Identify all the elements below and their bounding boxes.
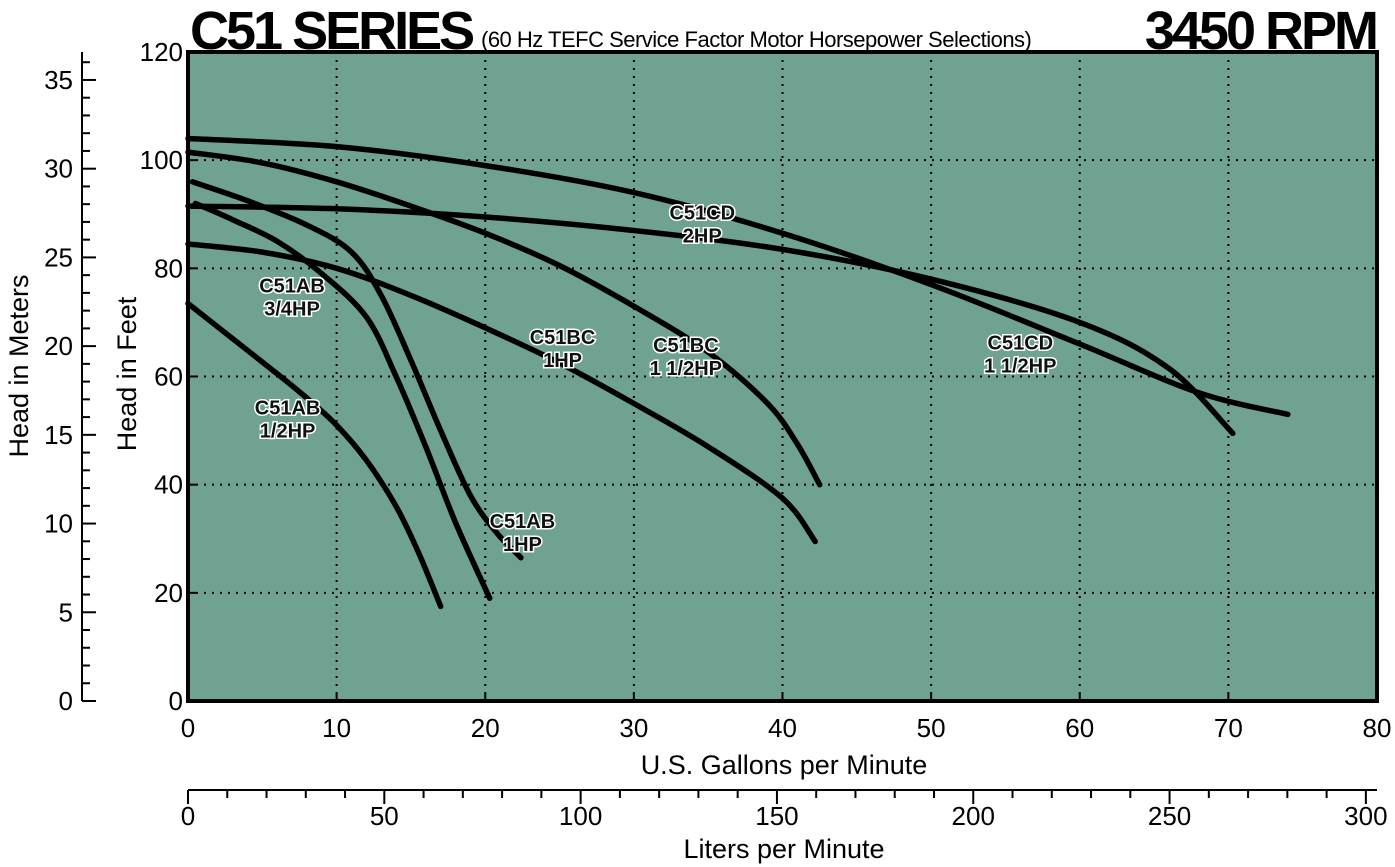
y2-tick-label: 0 (59, 686, 73, 716)
x-axis-title: U.S. Gallons per Minute (641, 750, 928, 780)
y2-tick-label: 35 (44, 65, 73, 95)
y2-tick-label: 10 (44, 509, 73, 539)
pump-curves (185, 135, 1291, 610)
y2-tick-label: 25 (44, 242, 73, 272)
x2-tick-label: 50 (370, 801, 399, 831)
label-c51ab-1hp: C51AB 1HP (490, 511, 556, 556)
y-tick-label: 60 (154, 362, 183, 392)
y2-tick-label: 15 (44, 420, 73, 450)
curve-c51bc-1-1-2hp (185, 149, 823, 488)
x-tick-label: 10 (322, 713, 351, 743)
plot-frame (186, 50, 1379, 703)
label-c51cd-1-1-2hp: C51CD 1 1/2HP (984, 332, 1056, 377)
label-c51ab-3-4hp: C51AB 3/4HP (259, 276, 325, 321)
curve-c51cd-1-1-2hp (185, 203, 1236, 437)
y2-tick-label: 30 (44, 154, 73, 184)
curve-labels: C51AB 1/2HP C51AB 3/4HP C51AB 1HP C51BC 1HP C51B… (253, 201, 1058, 557)
chart-subtitle: (60 Hz TEFC Service Factor Motor Horsepo… (481, 27, 1031, 52)
y-axis-title: Head in Feet (112, 296, 142, 451)
x2-tick-label: 300 (1344, 801, 1387, 831)
x-tick-label: 30 (619, 713, 648, 743)
y2-tick-label: 5 (59, 597, 73, 627)
x-tick-label: 60 (1065, 713, 1094, 743)
curve-c51cd-2hp (185, 135, 1291, 418)
y-tick-label: 0 (169, 686, 183, 716)
x-tick-label: 0 (181, 713, 195, 743)
y-tick-label: 40 (154, 470, 183, 500)
y-tick-label: 120 (140, 37, 183, 67)
x-tick-label: 20 (471, 713, 500, 743)
x-tick-label: 80 (1363, 713, 1392, 743)
x2-tick-label: 200 (952, 801, 995, 831)
x-tick-label: 50 (917, 713, 946, 743)
curve-c51bc-1hp (185, 241, 818, 545)
y-tick-label: 20 (154, 578, 183, 608)
x2-tick-label: 0 (181, 801, 195, 831)
y-tick-label: 100 (140, 145, 183, 175)
y2-tick-label: 20 (44, 331, 73, 361)
x2-tick-label: 100 (559, 801, 602, 831)
x2-tick-label: 250 (1148, 801, 1191, 831)
curve-c51ab-1hp (189, 179, 524, 561)
label-c51cd-2hp: C51CD 2HP (669, 203, 735, 248)
y2-axis-title: Head in Meters (4, 274, 34, 457)
curve-c51ab-1-2hp (185, 300, 444, 610)
label-c51bc-1-1-2hp: C51BC 1 1/2HP (650, 335, 722, 380)
x-tick-label: 40 (768, 713, 797, 743)
x-tick-label: 70 (1214, 713, 1243, 743)
curve-c51ab-3-4hp (192, 200, 493, 601)
x2-tick-label: 150 (755, 801, 798, 831)
y-tick-label: 80 (154, 253, 183, 283)
label-c51bc-1hp: C51BC 1HP (530, 327, 596, 372)
label-c51ab-1-2hp: C51AB 1/2HP (255, 397, 321, 442)
x2-axis-title: Liters per Minute (683, 834, 884, 864)
